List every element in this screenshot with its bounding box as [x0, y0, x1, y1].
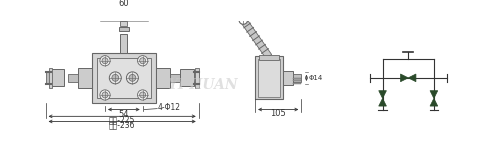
Bar: [196, 68, 198, 88]
Bar: [258, 59, 280, 97]
Polygon shape: [400, 74, 408, 82]
Bar: [293, 83, 302, 84]
Circle shape: [138, 90, 148, 100]
Polygon shape: [378, 91, 386, 98]
Circle shape: [112, 74, 118, 81]
Bar: [118, 27, 129, 31]
Circle shape: [140, 92, 145, 98]
Circle shape: [129, 74, 136, 81]
Polygon shape: [408, 74, 416, 82]
Bar: [120, 21, 128, 26]
Bar: [92, 53, 156, 103]
Text: 4-Φ12: 4-Φ12: [158, 103, 181, 112]
Bar: [170, 74, 180, 82]
Circle shape: [102, 92, 108, 98]
Bar: [50, 69, 64, 86]
Text: 全关-225: 全关-225: [109, 115, 136, 125]
Bar: [46, 72, 51, 84]
Bar: [255, 57, 282, 99]
Bar: [258, 55, 279, 60]
Circle shape: [100, 56, 110, 66]
Text: YI HUAN: YI HUAN: [168, 78, 237, 92]
Polygon shape: [430, 98, 438, 106]
Text: 54: 54: [118, 110, 129, 119]
Text: Φ14: Φ14: [308, 75, 322, 81]
Bar: [78, 68, 92, 88]
Bar: [293, 78, 302, 79]
Circle shape: [239, 16, 248, 24]
Bar: [98, 10, 150, 16]
Polygon shape: [378, 98, 386, 106]
Bar: [156, 68, 170, 88]
Text: 60: 60: [118, 0, 129, 8]
Polygon shape: [430, 91, 438, 98]
Circle shape: [110, 72, 122, 84]
Polygon shape: [240, 18, 272, 59]
Bar: [194, 72, 198, 84]
Bar: [120, 34, 128, 53]
Bar: [282, 71, 293, 85]
Text: 全开-236: 全开-236: [109, 121, 136, 130]
Bar: [180, 69, 194, 86]
Text: 105: 105: [270, 109, 286, 118]
Circle shape: [102, 58, 108, 64]
Circle shape: [100, 90, 110, 100]
Circle shape: [140, 58, 145, 64]
Bar: [49, 68, 52, 88]
Bar: [293, 74, 302, 82]
Bar: [293, 80, 302, 81]
Bar: [120, 4, 128, 10]
Bar: [68, 74, 78, 82]
Circle shape: [138, 56, 148, 66]
Bar: [97, 58, 151, 98]
Circle shape: [126, 72, 138, 84]
